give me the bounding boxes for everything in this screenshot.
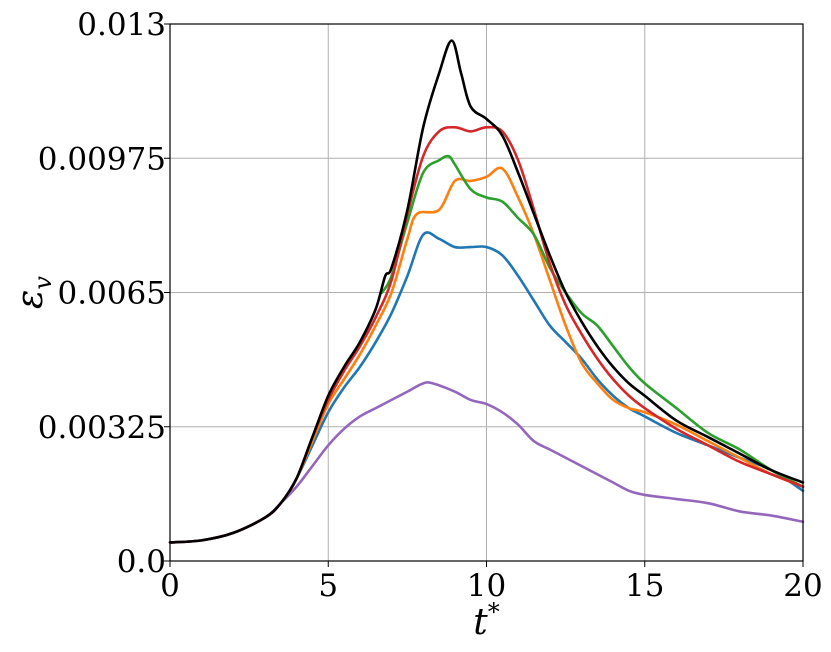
y-axis-title: εv: [10, 276, 57, 309]
series-line-5: [168, 381, 805, 544]
y-axis-title-symbol: ε: [10, 290, 51, 309]
x-tick-label: 10: [467, 568, 506, 604]
x-axis-title: t*: [473, 598, 499, 643]
y-tick-label: 0.013: [77, 7, 166, 43]
grid: [169, 23, 804, 562]
x-tick-label: 0: [160, 568, 180, 604]
series-line-6: [168, 39, 805, 544]
x-axis-title-superscript: *: [488, 598, 500, 626]
y-axis: 0.0 0.00325 0.0065 0.00975 0.013: [38, 7, 170, 580]
x-axis-title-symbol: t: [473, 602, 488, 643]
y-tick-label: 0.00975: [38, 141, 166, 177]
y-tick-label: 0.0: [117, 544, 166, 580]
series-group: [168, 39, 805, 544]
y-tick-label: 0.00325: [38, 410, 166, 446]
x-tick-label: 20: [783, 568, 822, 604]
x-tick-label: 15: [625, 568, 664, 604]
y-tick-label: 0.0065: [58, 276, 166, 312]
x-axis: 0 5 10 15 20: [160, 561, 823, 604]
y-axis-title-subscript: v: [29, 276, 57, 290]
series-line-3: [380, 154, 805, 488]
x-tick-label: 5: [318, 568, 338, 604]
